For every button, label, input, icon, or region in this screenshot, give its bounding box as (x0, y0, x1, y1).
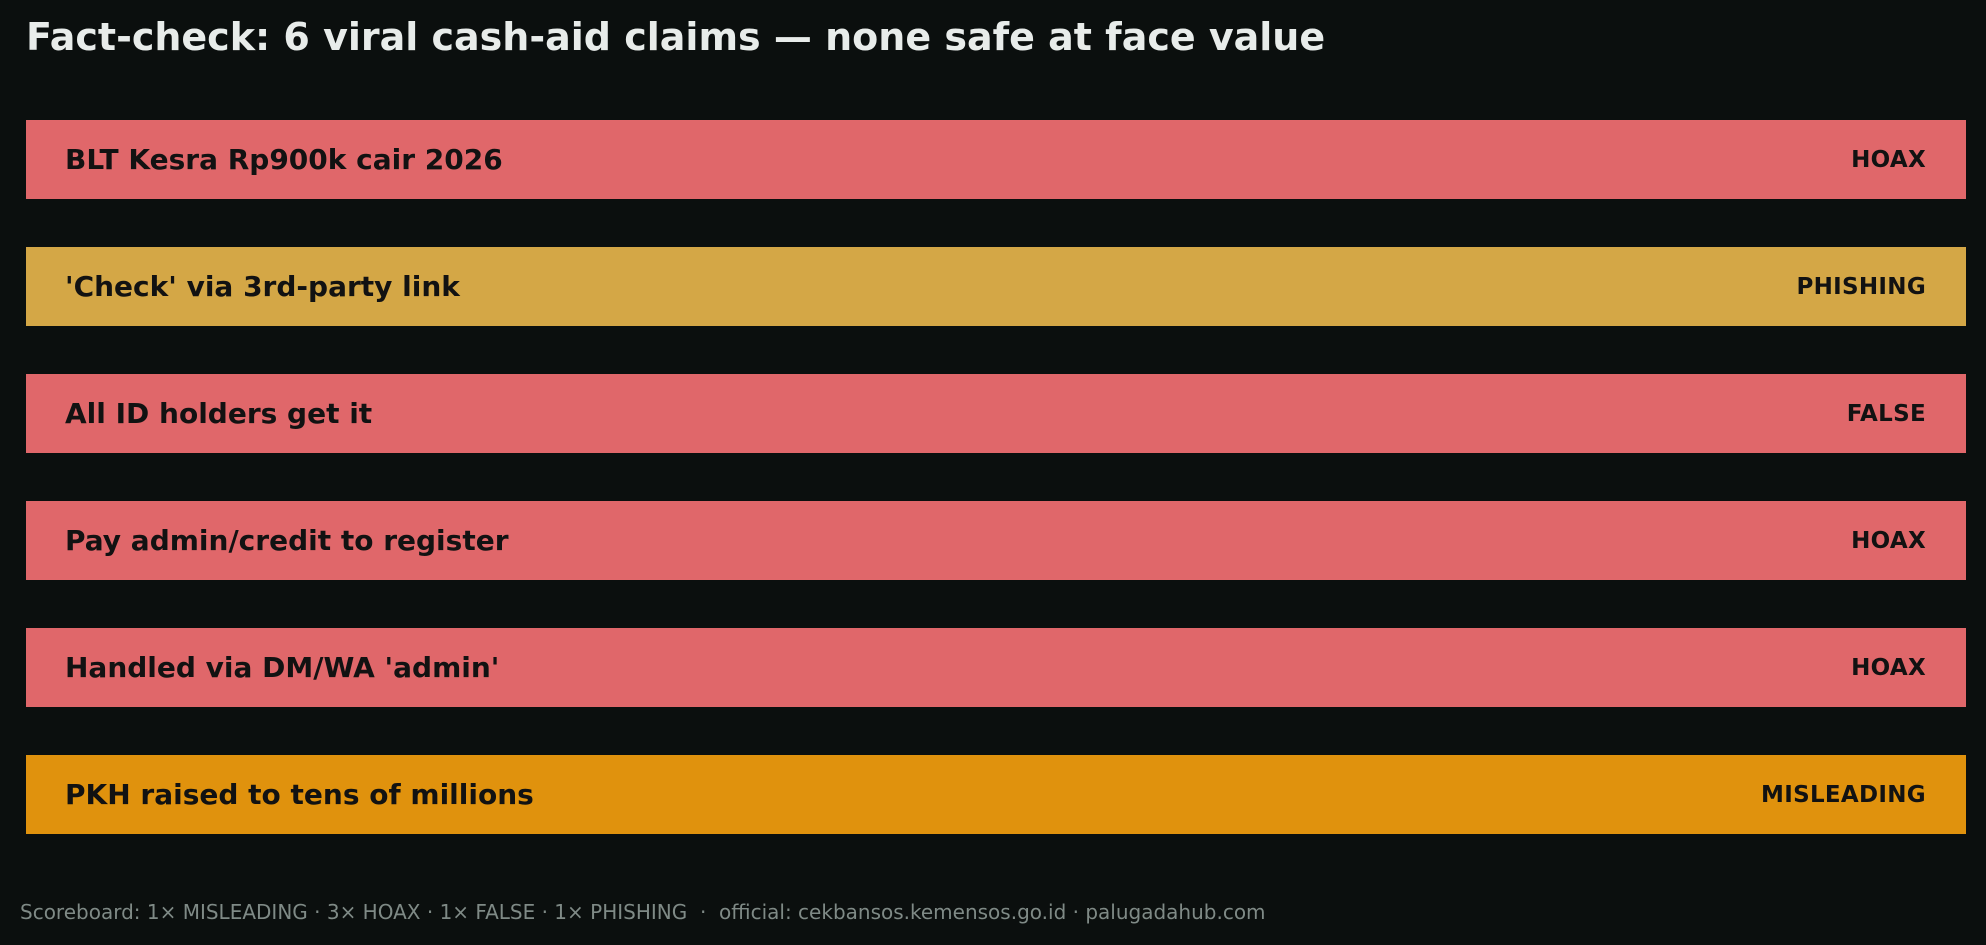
scoreboard-footer: Scoreboard: 1× MISLEADING · 3× HOAX · 1×… (20, 900, 1266, 924)
claim-label: All ID holders get it (65, 397, 373, 430)
claim-row: Handled via DM/WA 'admin' HOAX (26, 628, 1966, 707)
claim-row: PKH raised to tens of millions MISLEADING (26, 755, 1966, 834)
verdict-label: PHISHING (1796, 273, 1926, 300)
verdict-label: HOAX (1851, 654, 1926, 681)
claim-row: Pay admin/credit to register HOAX (26, 501, 1966, 580)
verdict-label: HOAX (1851, 146, 1926, 173)
claim-row: 'Check' via 3rd-party link PHISHING (26, 247, 1966, 326)
claim-row: All ID holders get it FALSE (26, 374, 1966, 453)
claim-label: BLT Kesra Rp900k cair 2026 (65, 143, 503, 176)
chart-title: Fact-check: 6 viral cash-aid claims — no… (26, 15, 1326, 59)
verdict-label: HOAX (1851, 527, 1926, 554)
claim-row: BLT Kesra Rp900k cair 2026 HOAX (26, 120, 1966, 199)
claims-list: BLT Kesra Rp900k cair 2026 HOAX 'Check' vi… (26, 120, 1966, 882)
verdict-label: MISLEADING (1761, 781, 1926, 808)
claim-label: Handled via DM/WA 'admin' (65, 651, 500, 684)
claim-label: 'Check' via 3rd-party link (65, 270, 460, 303)
claim-label: PKH raised to tens of millions (65, 778, 534, 811)
claim-label: Pay admin/credit to register (65, 524, 509, 557)
verdict-label: FALSE (1846, 400, 1926, 427)
